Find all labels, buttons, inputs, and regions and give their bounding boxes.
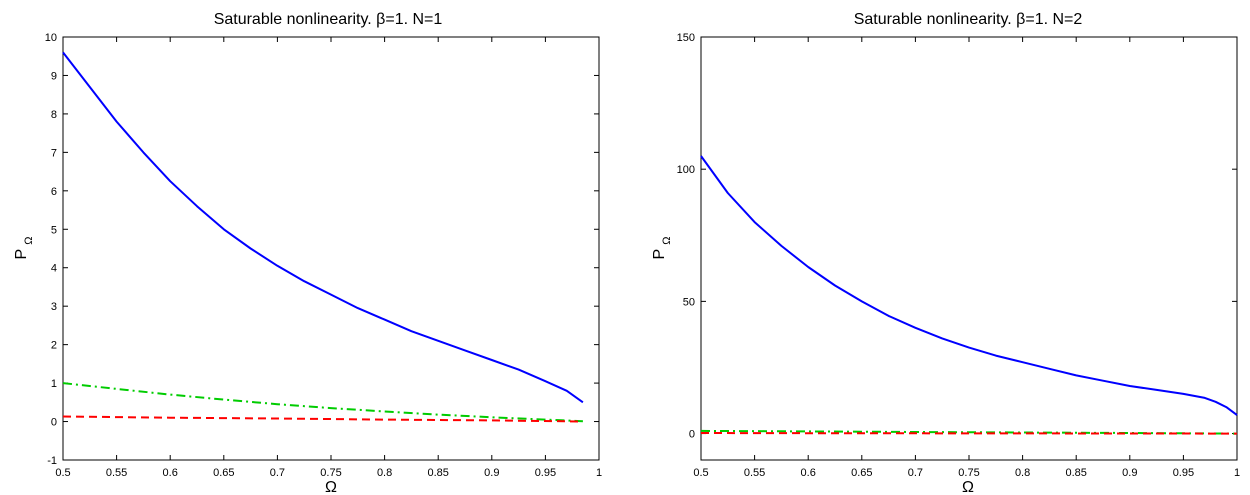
y-tick-label: 0 [689, 429, 695, 441]
axis-ticks: 0.5 0.55 0.6 0.65 0.7 0.75 0.8 0.85 0.9 0.95 1 0 50 1… [677, 32, 1240, 479]
x-tick-label: 0.75 [320, 467, 341, 479]
x-tick-label: 0.65 [213, 467, 234, 479]
x-tick-label: 0.55 [744, 467, 765, 479]
x-tick-label: 0.55 [106, 467, 127, 479]
x-tick-label: 0.5 [693, 467, 708, 479]
y-tick-label: 1 [51, 378, 57, 390]
x-tick-label: 0.95 [535, 467, 556, 479]
series-lines [62, 51, 584, 423]
series-line-dashdot [700, 429, 1238, 435]
y-tick-label: -1 [47, 455, 57, 467]
x-axis-label: Ω [962, 479, 974, 495]
series-line-dashed [62, 415, 583, 423]
x-tick-label: 0.85 [427, 467, 448, 479]
x-tick-label: 0.65 [851, 467, 872, 479]
y-tick-label: 150 [677, 32, 695, 44]
y-tick-label: 9 [51, 70, 57, 82]
y-tick-label: 5 [51, 224, 57, 236]
plot-frame [700, 36, 1238, 461]
y-axis-label-group: PΩ [13, 237, 35, 260]
x-tick-label: 0.75 [958, 467, 979, 479]
y-axis-label-group: PΩ [651, 237, 673, 260]
x-tick-label: 0.8 [377, 467, 392, 479]
x-tick-label: 0.9 [1122, 467, 1137, 479]
y-axis-label: PΩ [651, 237, 673, 260]
x-tick-label: 0.7 [908, 467, 923, 479]
axis-ticks: 0.5 0.55 0.6 0.65 0.7 0.75 0.8 0.85 0.9 0.95 1 -1 0 1… [45, 32, 602, 479]
y-tick-label: 10 [45, 32, 57, 44]
x-tick-label: 0.7 [270, 467, 285, 479]
x-tick-label: 0.6 [801, 467, 816, 479]
x-tick-label: 0.5 [55, 467, 70, 479]
x-tick-label: 0.9 [484, 467, 499, 479]
x-tick-label: 0.95 [1173, 467, 1194, 479]
x-axis-label: Ω [325, 479, 337, 495]
y-tick-label: 0 [51, 417, 57, 429]
y-tick-label: 6 [51, 186, 57, 198]
y-tick-label: 100 [677, 164, 695, 176]
series-line-dashed [700, 432, 1238, 435]
y-tick-label: 7 [51, 147, 57, 159]
plot-frame [62, 36, 600, 461]
x-tick-label: 1 [596, 467, 602, 479]
y-tick-label: 50 [683, 296, 695, 308]
series-lines [700, 155, 1238, 435]
series-line-dashdot [62, 382, 583, 423]
series-line-solid [700, 155, 1238, 416]
chart-panel-n2: Saturable nonlinearity. β=1. N=2 0.5 0.55… [651, 11, 1240, 495]
chart-panel-n1: Saturable nonlinearity. β=1. N=1 0.5 0.55… [13, 11, 602, 495]
y-axis-label: PΩ [13, 237, 35, 260]
y-tick-label: 2 [51, 340, 57, 352]
x-tick-label: 0.85 [1065, 467, 1086, 479]
x-tick-label: 1 [1234, 467, 1240, 479]
chart-title: Saturable nonlinearity. β=1. N=1 [214, 11, 443, 28]
y-tick-label: 3 [51, 301, 57, 313]
y-tick-label: 4 [51, 263, 57, 275]
chart-title: Saturable nonlinearity. β=1. N=2 [854, 11, 1083, 28]
y-tick-label: 8 [51, 109, 57, 121]
x-tick-label: 0.8 [1015, 467, 1030, 479]
x-tick-label: 0.6 [163, 467, 178, 479]
series-line-solid [62, 51, 584, 404]
